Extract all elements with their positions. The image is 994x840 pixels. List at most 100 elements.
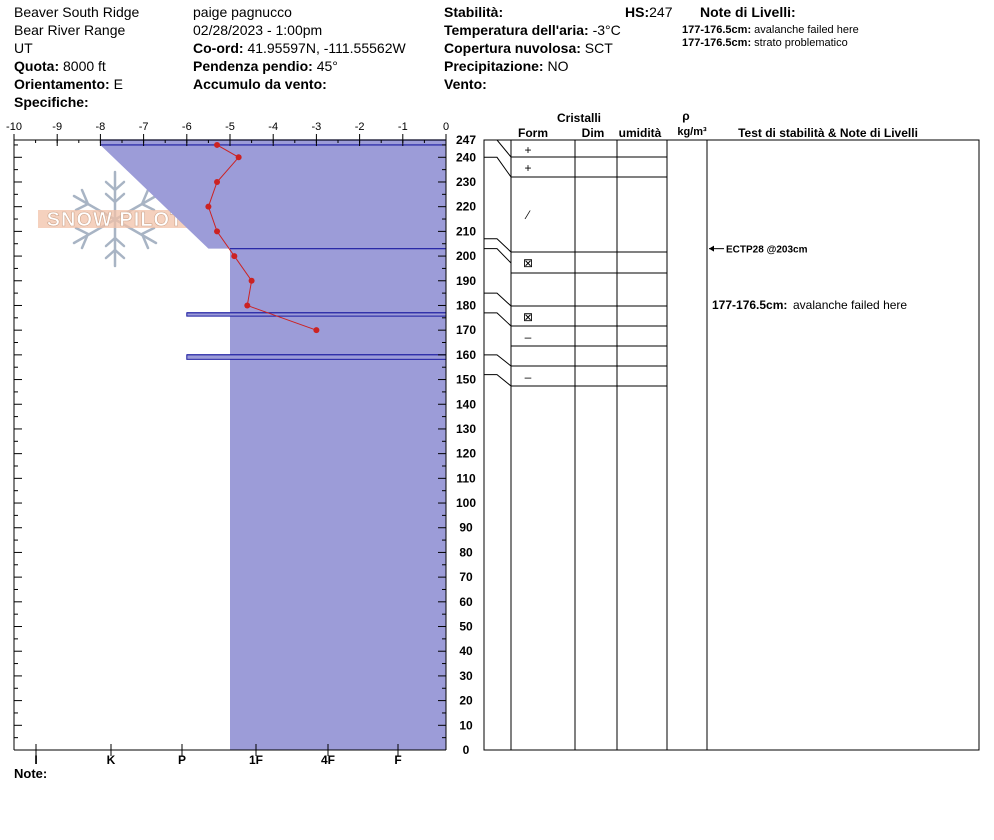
hardness-label-4: 4F [321, 753, 335, 767]
wind: Vento: [444, 76, 487, 92]
layer-connector-1 [484, 156, 512, 178]
depth-tick-label-8: 80 [459, 545, 473, 559]
layer-notes-label: Note di Livelli: [700, 4, 796, 20]
wind-loading: Accumulo da vento: [193, 76, 327, 92]
coordinates: Co-ord: 41.95597N, -111.55562W [193, 40, 406, 56]
ectp-arrow-icon [709, 245, 714, 252]
depth-tick-label-20: 200 [456, 249, 476, 263]
air-temperature: Temperatura dell'aria: -3°C [444, 22, 621, 38]
stability: Stabilità: [444, 4, 504, 20]
weak-layer-0 [186, 312, 447, 317]
grain-form-0: + [524, 143, 531, 157]
temp-tick-label-4: -6 [182, 121, 192, 133]
depth-tick-label-13: 130 [456, 422, 476, 436]
hardness-layer-4 [230, 314, 446, 355]
temp-tick-label-0: -10 [6, 121, 22, 133]
grain-form-6: – [525, 370, 532, 384]
grain-form-2: ⁄ [524, 208, 531, 222]
depth-tick-label-18: 180 [456, 298, 476, 312]
ectp-test-label: ECTP28 @203cm [726, 245, 808, 256]
depth-tick-label-1: 10 [459, 718, 473, 732]
depth-tick-label-7: 70 [459, 570, 473, 584]
snowpilot-logo: SNOW PILOT [38, 170, 192, 268]
depth-tick-label-9: 90 [459, 521, 473, 535]
temperature-point-8 [313, 327, 320, 334]
moisture-header: umidità [619, 126, 662, 140]
grid-frame [483, 139, 980, 751]
temp-tick-label-7: -3 [312, 121, 322, 133]
layer-grid: + + ⁄ ⊠ ⊠ – – ECTP28 @203cm 177-176.5cm: avalanch… [483, 139, 980, 751]
layer-connector-3 [484, 248, 512, 264]
depth-tick-label-19: 190 [456, 274, 476, 288]
precipitation: Precipitazione: NO [444, 58, 569, 74]
hardness-label-3: 1F [249, 753, 263, 767]
hardness-layer-1 [100, 144, 447, 249]
depth-tick-label-24: 240 [456, 150, 476, 164]
location: Beaver South Ridge [14, 4, 140, 20]
state: UT [14, 40, 33, 56]
left-axes: -10 -9 -8 -7 -6 -5 -4 -3 -2 -1 0010203040506070809… [6, 121, 476, 767]
layer-connector-6 [484, 354, 512, 367]
layer-note-2: 177-176.5cm: strato problematico [682, 37, 848, 49]
datetime: 02/28/2023 - 1:00pm [193, 22, 323, 38]
hardness-label-5: F [394, 753, 401, 767]
layer-connector-0 [484, 139, 512, 158]
aspect: Orientamento: E [14, 76, 123, 92]
layer-note-text: avalanche failed here [793, 298, 907, 312]
depth-tick-label-5: 50 [459, 620, 473, 634]
layer-connector-2 [484, 238, 512, 253]
density-unit-header: kg/m³ [677, 126, 707, 138]
temperature-point-4 [214, 228, 221, 235]
hardness-label-0: I [34, 753, 37, 767]
temperature-point-0 [214, 141, 221, 148]
temp-tick-label-6: -4 [268, 121, 278, 133]
layer-connector-7 [484, 374, 512, 387]
temp-tick-label-2: -8 [96, 121, 106, 133]
temp-tick-label-5: -5 [225, 121, 235, 133]
temp-tick-label-1: -9 [52, 121, 62, 133]
temperature-point-7 [244, 302, 251, 309]
temp-tick-label-8: -2 [355, 121, 365, 133]
temperature-point-1 [235, 154, 242, 161]
hardness-profile [100, 139, 447, 750]
depth-tick-label-0: 0 [463, 743, 470, 757]
specifics-label: Specifiche: [14, 94, 89, 110]
layer-connector-5 [484, 312, 512, 327]
temperature-point-2 [214, 178, 221, 185]
depth-tick-label-11: 110 [456, 471, 476, 485]
temp-tick-label-10: 0 [443, 121, 449, 133]
footer-note-label: Note: [14, 766, 47, 781]
logo-band [38, 210, 192, 228]
depth-tick-label-15: 150 [456, 373, 476, 387]
depth-tick-label-6: 60 [459, 595, 473, 609]
elevation: Quota: 8000 ft [14, 58, 106, 74]
temperature-point-6 [248, 277, 255, 284]
depth-tick-label-10: 100 [456, 496, 476, 510]
depth-tick-label-4: 40 [459, 644, 473, 658]
observer: paige pagnucco [193, 4, 292, 20]
depth-tick-label-12: 120 [456, 447, 476, 461]
layer-connector-4 [484, 292, 512, 307]
hardness-layer-6 [230, 357, 446, 750]
temp-tick-label-9: -1 [398, 121, 408, 133]
size-header: Dim [582, 126, 605, 140]
slope: Pendenza pendio: 45° [193, 58, 338, 74]
snow-height: HS:247 [625, 4, 673, 20]
depth-tick-label-25: 247 [456, 133, 476, 147]
temperature-profile [205, 141, 320, 334]
temperature-point-5 [231, 253, 238, 260]
depth-tick-label-16: 160 [456, 348, 476, 362]
depth-tick-label-22: 220 [456, 200, 476, 214]
range: Bear River Range [14, 22, 126, 38]
hardness-label-2: P [178, 753, 186, 767]
weak-layer-1 [186, 354, 447, 360]
temp-tick-label-3: -7 [139, 121, 149, 133]
depth-tick-label-2: 20 [459, 694, 473, 708]
depth-tick-label-21: 210 [456, 224, 476, 238]
hardness-layer-2 [230, 248, 446, 313]
form-header: Form [518, 126, 548, 140]
grain-form-1: + [524, 161, 531, 175]
depth-tick-label-3: 30 [459, 669, 473, 683]
hardness-label-1: K [107, 753, 116, 767]
